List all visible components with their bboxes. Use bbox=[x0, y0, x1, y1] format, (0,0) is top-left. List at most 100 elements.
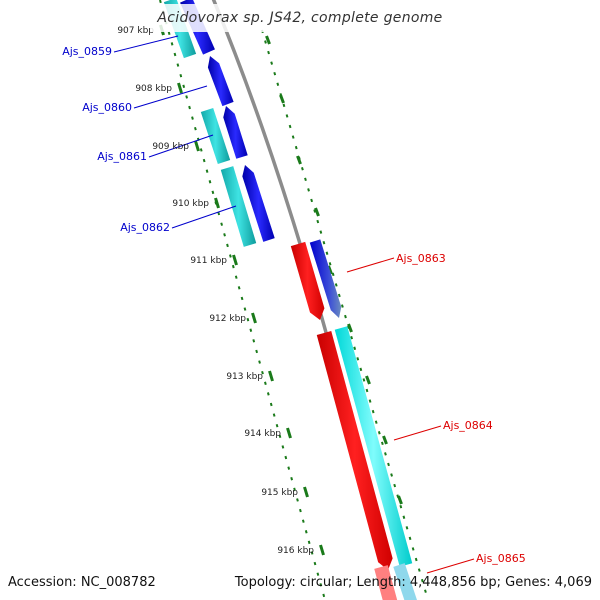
gene-label[interactable]: Ajs_0861 bbox=[97, 150, 147, 163]
tick-dot bbox=[226, 243, 229, 248]
tick-dot bbox=[304, 530, 308, 534]
gene-ajs-0864 bbox=[316, 331, 393, 570]
tick-dot bbox=[301, 167, 304, 171]
gene-ajs-0860 bbox=[207, 56, 234, 107]
tick-dot bbox=[310, 198, 314, 203]
major-tick bbox=[232, 254, 238, 266]
tick-dot bbox=[384, 452, 387, 456]
minor-tick bbox=[397, 495, 403, 505]
gene-ajs-0862-cyan bbox=[220, 166, 257, 247]
tick-dot bbox=[420, 578, 424, 583]
tick-dot bbox=[322, 593, 326, 598]
gene-label-leader bbox=[113, 35, 179, 53]
tick-dot bbox=[411, 547, 415, 551]
tick-dot bbox=[377, 431, 381, 435]
tick-dot bbox=[173, 52, 177, 57]
tick-dot bbox=[359, 367, 363, 372]
tick-dot bbox=[387, 462, 390, 467]
tick-dot bbox=[290, 477, 294, 481]
minor-tick bbox=[314, 207, 320, 217]
kbp-label: 914 kbp bbox=[244, 429, 281, 439]
tick-dot bbox=[237, 286, 241, 290]
tick-dot bbox=[258, 360, 261, 364]
major-tick bbox=[251, 312, 257, 324]
tick-dot bbox=[362, 378, 366, 382]
tick-dot bbox=[159, 0, 162, 4]
minor-tick bbox=[265, 35, 271, 45]
tick-dot bbox=[240, 296, 244, 301]
inner-tick-track bbox=[159, 0, 326, 598]
tick-dot bbox=[310, 551, 314, 555]
tick-dot bbox=[287, 466, 291, 470]
tick-dot bbox=[331, 272, 335, 277]
tick-dot bbox=[264, 381, 267, 385]
tick-dot bbox=[229, 254, 232, 258]
tick-dot bbox=[304, 177, 307, 182]
tick-dot bbox=[182, 84, 186, 89]
gene-label[interactable]: Ajs_0865 bbox=[476, 552, 526, 565]
tick-dot bbox=[417, 568, 421, 572]
minor-tick bbox=[347, 323, 353, 333]
tick-dot bbox=[246, 317, 250, 322]
tick-dot bbox=[393, 483, 397, 488]
gene-ajs-0861-cyan bbox=[200, 107, 231, 165]
gene-label-leader bbox=[393, 425, 442, 441]
minor-tick bbox=[296, 155, 302, 165]
tick-dot bbox=[368, 399, 372, 403]
tick-dot bbox=[231, 264, 235, 269]
tick-dot bbox=[278, 434, 282, 439]
tick-dot bbox=[334, 283, 338, 287]
tick-dot bbox=[344, 314, 347, 319]
tick-dot bbox=[199, 148, 203, 152]
tick-dot bbox=[220, 222, 224, 226]
tick-dot bbox=[179, 73, 183, 78]
tick-dot bbox=[424, 589, 427, 593]
tick-dot bbox=[319, 230, 323, 234]
tick-dot bbox=[365, 388, 369, 393]
gene-label[interactable]: Ajs_0860 bbox=[82, 101, 132, 114]
tick-dot bbox=[185, 95, 189, 99]
tick-dot bbox=[170, 42, 174, 46]
kbp-label: 916 kbp bbox=[277, 546, 314, 556]
gene-label[interactable]: Ajs_0864 bbox=[443, 419, 493, 432]
accession-label: Accession: NC_008782 bbox=[8, 575, 156, 590]
kbp-label: 908 kbp bbox=[135, 84, 172, 94]
gene-ajs-0865-red bbox=[374, 565, 398, 600]
gene-ajs-0861 bbox=[223, 106, 248, 159]
tick-dot bbox=[188, 105, 191, 110]
tick-dot bbox=[255, 349, 259, 354]
gene-label[interactable]: Ajs_0859 bbox=[62, 45, 112, 58]
gene-ajs-0865 bbox=[393, 563, 417, 600]
tick-dot bbox=[269, 402, 273, 407]
tick-dot bbox=[282, 103, 286, 108]
kbp-label: 915 kbp bbox=[261, 488, 298, 498]
tick-dot bbox=[252, 339, 256, 343]
kbp-label: 913 kbp bbox=[226, 372, 263, 382]
gene-ajs-0864-aqua bbox=[334, 326, 413, 567]
tick-marks bbox=[159, 0, 427, 598]
tick-dot bbox=[285, 114, 289, 118]
tick-dot bbox=[353, 346, 357, 350]
major-tick bbox=[286, 427, 292, 439]
tick-dot bbox=[316, 219, 320, 224]
tick-dot bbox=[284, 455, 288, 460]
gene-label-leader bbox=[171, 205, 237, 229]
gene-label[interactable]: Ajs_0863 bbox=[396, 252, 446, 265]
gene-labels: Ajs_0859 Ajs_0860 Ajs_0861 Ajs_0862 Ajs_0863… bbox=[62, 35, 526, 574]
gene-label[interactable]: Ajs_0862 bbox=[120, 221, 170, 234]
tick-dot bbox=[267, 50, 270, 55]
minor-tick bbox=[365, 375, 371, 385]
tick-dot bbox=[288, 124, 292, 129]
gene-ajs-0862 bbox=[242, 165, 275, 242]
tick-dot bbox=[325, 251, 329, 255]
tick-dot bbox=[390, 473, 393, 477]
kbp-scale-labels: 907 kbp 908 kbp 909 kbp 910 kbp 911 kbp 912 k… bbox=[117, 26, 314, 556]
tick-dot bbox=[208, 180, 212, 184]
tick-dot bbox=[194, 127, 197, 131]
tick-dot bbox=[316, 572, 320, 576]
tick-dot bbox=[402, 515, 406, 519]
tick-dot bbox=[270, 61, 274, 65]
tick-dot bbox=[191, 116, 194, 120]
tick-dot bbox=[272, 413, 276, 417]
